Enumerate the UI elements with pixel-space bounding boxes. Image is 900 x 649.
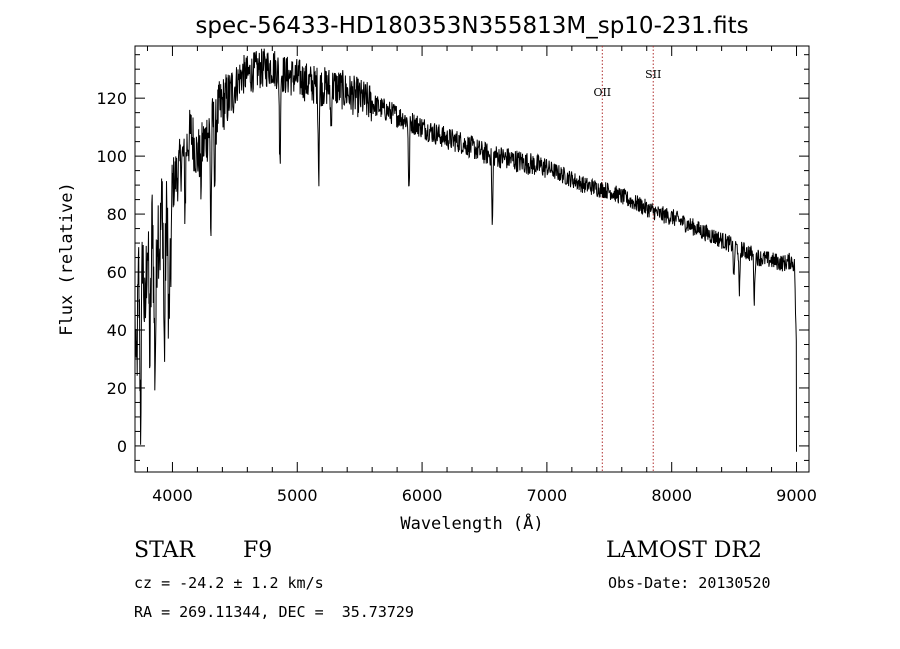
- observation-date: Obs-Date: 20130520: [608, 574, 771, 592]
- y-tick-label: 80: [107, 205, 127, 224]
- y-axis-label: Flux (relative): [57, 182, 77, 336]
- x-tick-label: 9000: [776, 486, 817, 505]
- line-label-oii: OII: [593, 86, 611, 99]
- line-label-sii: SII: [645, 68, 661, 81]
- object-class: STAR: [134, 538, 195, 563]
- x-axis-label: Wavelength (Å): [400, 512, 543, 534]
- spectral-subclass: F9: [243, 538, 273, 563]
- x-tick-label: 5000: [277, 486, 318, 505]
- y-axis: 0 20 40 60 80 100 120: [96, 54, 809, 461]
- coordinates: RA = 269.11344, DEC = 35.73729: [134, 603, 414, 621]
- y-tick-label: 20: [107, 379, 127, 398]
- x-tick-label: 6000: [402, 486, 443, 505]
- y-tick-label: 120: [96, 89, 127, 108]
- x-tick-label: 8000: [651, 486, 692, 505]
- chart-title: spec-56433-HD180353N355813M_sp10-231.fit…: [195, 13, 748, 39]
- y-tick-label: 0: [117, 437, 127, 456]
- emission-line-markers: OII SII: [593, 46, 661, 472]
- x-tick-label: 7000: [527, 486, 568, 505]
- y-tick-label: 40: [107, 321, 127, 340]
- survey-name: LAMOST DR2: [606, 538, 762, 563]
- x-tick-label: 4000: [152, 486, 193, 505]
- plot-frame: [134, 45, 810, 473]
- y-tick-label: 60: [107, 263, 127, 282]
- y-tick-label: 100: [96, 147, 127, 166]
- x-axis: 4000 5000 6000 7000 8000 9000: [146, 46, 817, 505]
- redshift-cz: cz = -24.2 ± 1.2 km/s: [134, 574, 324, 592]
- spectrum-series: [134, 48, 797, 452]
